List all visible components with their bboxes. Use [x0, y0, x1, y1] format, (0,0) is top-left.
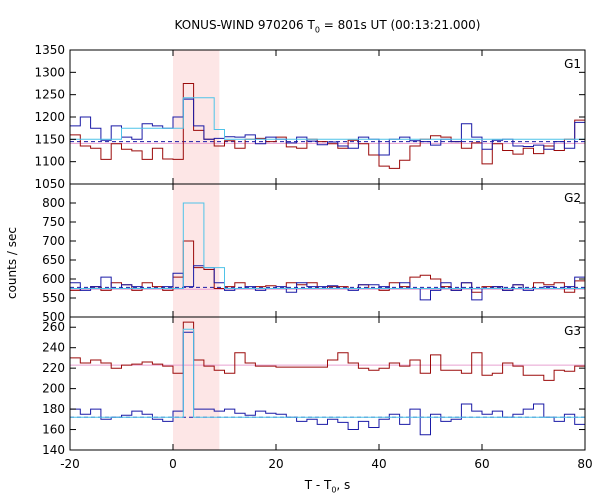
- panel-G1-y-tick-label: 1250: [34, 88, 65, 102]
- panel-G3-y-tick-label: 160: [42, 423, 65, 437]
- panel-G1-y-tick-label: 1050: [34, 177, 65, 191]
- panel-G3-y-tick-label: 180: [42, 402, 65, 416]
- highlight-interval: [173, 50, 220, 450]
- panel-G2-y-tick-label: 650: [42, 253, 65, 267]
- panel-G3-y-tick-label: 220: [42, 361, 65, 375]
- panel-label-G1: G1: [564, 57, 581, 71]
- panel-G3-y-tick-label: 140: [42, 443, 65, 457]
- panel-G2-y-tick-label: 600: [42, 272, 65, 286]
- panel-G3-frame: [69, 316, 586, 451]
- panel-G3-y-tick-label: 200: [42, 382, 65, 396]
- panel-G2-y-tick-label: 550: [42, 291, 65, 305]
- x-tick-label: -20: [60, 457, 80, 471]
- x-tick-label: 0: [169, 457, 177, 471]
- panel-G2-y-tick-label: 750: [42, 215, 65, 229]
- panel-G2-frame: [69, 183, 586, 318]
- panel-G1-y-tick-label: 1350: [34, 43, 65, 57]
- panel-G1-y-tick-label: 1200: [34, 110, 65, 124]
- panel-G1-y-tick-label: 1150: [34, 132, 65, 146]
- panel-G1-series-2: [70, 97, 585, 140]
- panel-G2-series-2: [70, 202, 585, 289]
- panel-G3-y-tick-label: 240: [42, 341, 65, 355]
- y-axis-label: counts / sec: [5, 227, 19, 300]
- x-tick-label: 80: [577, 457, 592, 471]
- panel-G3-series-1: [70, 331, 585, 436]
- panel-G1-series-1: [70, 98, 585, 156]
- x-tick-label: 40: [371, 457, 386, 471]
- panel-G1-y-tick-label: 1100: [34, 155, 65, 169]
- panel-G2-y-tick-label: 800: [42, 196, 65, 210]
- panel-G1-frame: [69, 49, 586, 185]
- panel-G3-series-0: [70, 321, 585, 381]
- x-axis-label: T - T0, s: [304, 478, 351, 495]
- panel-G1-y-tick-label: 1300: [34, 65, 65, 79]
- panel-G2-y-tick-label: 500: [42, 310, 65, 324]
- panel-label-G2: G2: [564, 191, 581, 205]
- x-tick-label: 20: [268, 457, 283, 471]
- panel-G2-y-tick-label: 700: [42, 234, 65, 248]
- chart-title: KONUS-WIND 970206 T0 = 801s UT (00:13:21…: [174, 18, 481, 35]
- panel-G3-series-2: [70, 328, 585, 418]
- panel-G1-series-0: [70, 83, 585, 169]
- panel-label-G3: G3: [564, 324, 581, 338]
- panel-G3-y-tick-label: 260: [42, 320, 65, 334]
- x-tick-label: 60: [474, 457, 489, 471]
- panel-G2-series-0: [70, 240, 585, 293]
